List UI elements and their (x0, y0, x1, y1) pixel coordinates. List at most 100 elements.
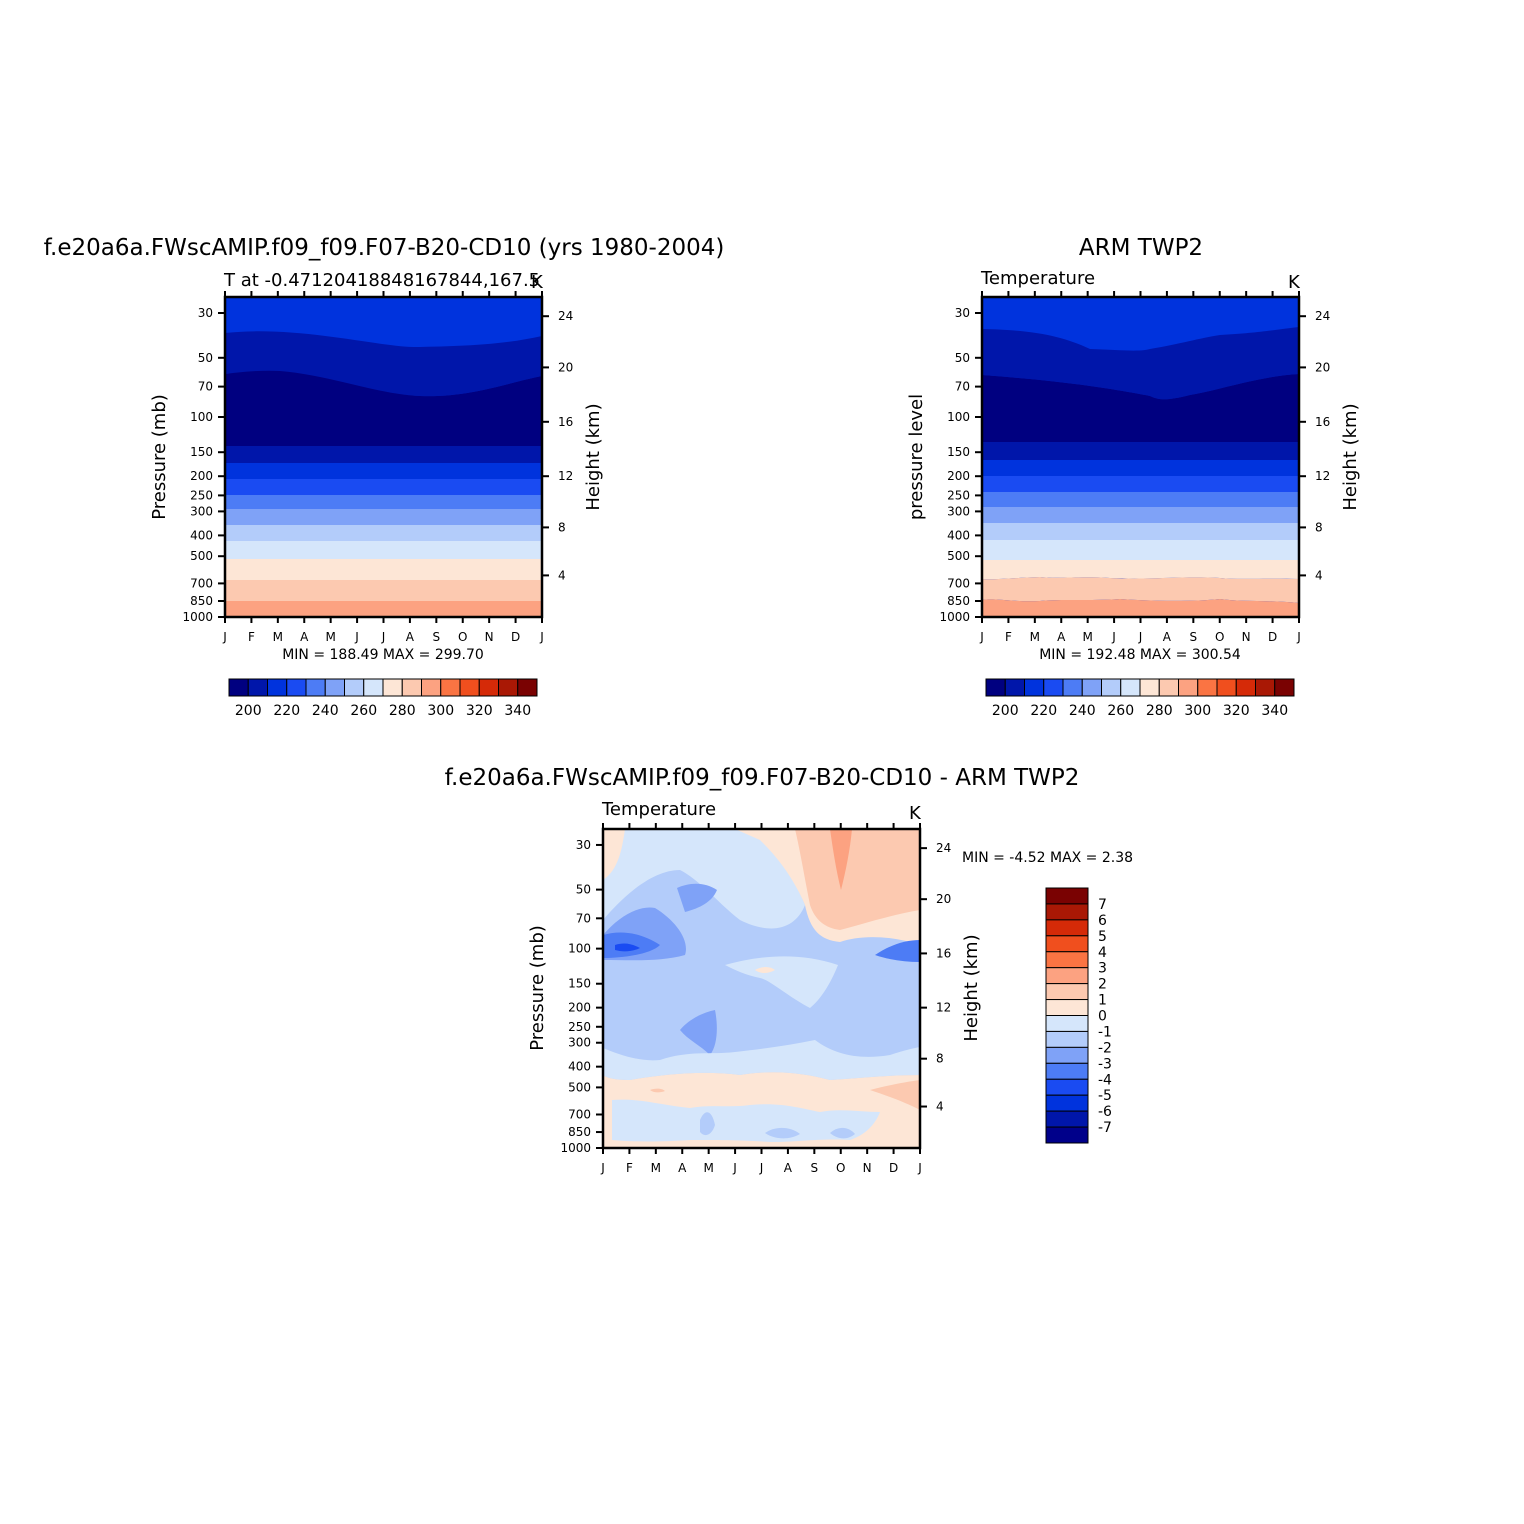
panel-model-ylabel-left: Pressure (mb) (149, 394, 170, 520)
y-tick-label-left: 50 (576, 883, 591, 897)
panel-obs-subtitle: Temperature (980, 268, 1095, 289)
x-tick-label: N (863, 1161, 872, 1175)
x-tick-label: A (1057, 630, 1066, 644)
y-tick-label-left: 150 (947, 445, 970, 459)
y-tick-label-left: 700 (947, 576, 970, 590)
panel-model-title: f.e20a6a.FWscAMIP.f09_f09.F07-B20-CD10 (… (44, 235, 725, 261)
colorbar-swatch (344, 678, 365, 697)
colorbar-swatch (1274, 678, 1295, 697)
x-tick-label: J (979, 630, 984, 644)
band-model-12 (225, 601, 542, 617)
band-obs-1 (982, 327, 1299, 400)
y-tick-label-right: 16 (1315, 415, 1330, 429)
colorbar-label: 6 (1098, 913, 1107, 929)
diff-patch-left-core (615, 943, 640, 952)
colorbar-swatch (421, 678, 442, 697)
panel-obs-units: K (1288, 272, 1301, 293)
x-tick-label: F (1005, 630, 1012, 644)
band-obs-11 (982, 577, 1299, 603)
band-model-5 (225, 479, 542, 496)
colorbar-swatch (1045, 983, 1089, 1001)
colorbar-swatch (1045, 1078, 1089, 1096)
y-tick-label-right: 4 (1315, 568, 1323, 582)
band-obs-7 (982, 507, 1299, 524)
colorbar-label: 320 (1223, 703, 1250, 719)
diff-region-salmon-lower-right (870, 1080, 920, 1110)
colorbar-label: 0 (1098, 1009, 1107, 1025)
colorbar-swatch (1255, 678, 1276, 697)
panel-obs-ylabel-right: Height (km) (1340, 403, 1361, 510)
x-tick-label: J (732, 1161, 737, 1175)
colorbar-swatch (1045, 1046, 1089, 1064)
colorbar-label: -7 (1098, 1120, 1112, 1136)
y-tick-label-right: 12 (936, 1001, 951, 1015)
y-tick-label-left: 400 (190, 528, 213, 542)
x-tick-label: A (1163, 630, 1172, 644)
x-tick-label: M (325, 630, 335, 644)
x-tick-label: S (811, 1161, 819, 1175)
y-tick-label-left: 200 (568, 1001, 591, 1015)
colorbar-swatch (1045, 1015, 1089, 1032)
y-tick-label-right: 8 (936, 1052, 944, 1066)
colorbar-swatch (1024, 678, 1045, 697)
y-tick-label-right: 20 (558, 360, 573, 374)
x-tick-label: N (485, 630, 494, 644)
colorbar-label: -4 (1098, 1072, 1112, 1088)
y-tick-label-left: 850 (947, 594, 970, 608)
x-tick-label: J (600, 1161, 605, 1175)
y-tick-label-right: 8 (1315, 520, 1323, 534)
y-tick-label-left: 150 (190, 445, 213, 459)
band-model-9 (225, 541, 542, 560)
y-tick-label-left: 100 (947, 410, 970, 424)
colorbar-label: 300 (427, 703, 454, 719)
diff-region-salmon-speck (650, 1088, 665, 1093)
colorbar-swatch (267, 678, 288, 697)
y-tick-label-left: 200 (190, 469, 213, 483)
y-tick-label-right: 20 (936, 892, 951, 906)
band-obs-4 (982, 460, 1299, 477)
colorbar-label: -3 (1098, 1056, 1112, 1072)
y-tick-label-left: 70 (955, 380, 970, 394)
diff-region-peach-speck (755, 967, 775, 973)
y-tick-label-left: 70 (198, 380, 213, 394)
x-tick-label: M (273, 630, 283, 644)
colorbar-swatch (517, 678, 538, 697)
y-tick-label-right: 4 (936, 1100, 944, 1114)
x-tick-label: D (889, 1161, 898, 1175)
x-tick-label: M (1030, 630, 1040, 644)
band-model-10 (225, 559, 542, 581)
panel-diff-yticks: 30 50 70 100 150 200 250 300 400 500 700 850 1000 24 2… (560, 838, 951, 1155)
band-obs-3 (982, 442, 1299, 461)
y-tick-label-left: 150 (568, 977, 591, 991)
colorbar-label: 320 (466, 703, 493, 719)
panel-model: f.e20a6a.FWscAMIP.f09_f09.F07-B20-CD10 (… (44, 235, 725, 719)
x-tick-label: O (1215, 630, 1224, 644)
panel-obs-minmax: MIN = 192.48 MAX = 300.54 (1039, 647, 1241, 663)
panel-diff: f.e20a6a.FWscAMIP.f09_f09.F07-B20-CD10 -… (445, 765, 1133, 1175)
panel-obs-plot: J F M A M J J A S O N D J 30 50 70 100 150 200 250 300 400 50… (939, 291, 1330, 644)
colorbar-swatch (247, 678, 268, 697)
panel-diff-title: f.e20a6a.FWscAMIP.f09_f09.F07-B20-CD10 -… (445, 765, 1080, 791)
colorbar-label: 280 (389, 703, 416, 719)
band-obs-10 (982, 560, 1299, 580)
x-tick-label: O (458, 630, 467, 644)
x-tick-label: J (759, 1161, 764, 1175)
colorbar-label: 280 (1146, 703, 1173, 719)
y-tick-label-right: 12 (1315, 469, 1330, 483)
band-obs-9 (982, 540, 1299, 561)
colorbar-label: 300 (1184, 703, 1211, 719)
colorbar-swatch (1045, 999, 1089, 1016)
colorbar-swatch (1235, 678, 1256, 697)
colorbar-label: -2 (1098, 1040, 1112, 1056)
colorbar-swatch (1197, 678, 1218, 697)
panel-obs-title: ARM TWP2 (1079, 235, 1203, 261)
diff-region-orange-peak (830, 829, 852, 890)
y-tick-label-left: 1000 (182, 610, 213, 624)
y-tick-label-left: 500 (190, 549, 213, 563)
y-tick-label-left: 300 (190, 504, 213, 518)
x-tick-label: J (354, 630, 359, 644)
colorbar-label: 340 (504, 703, 531, 719)
colorbar-swatch (401, 678, 422, 697)
colorbar-label: 240 (1069, 703, 1096, 719)
